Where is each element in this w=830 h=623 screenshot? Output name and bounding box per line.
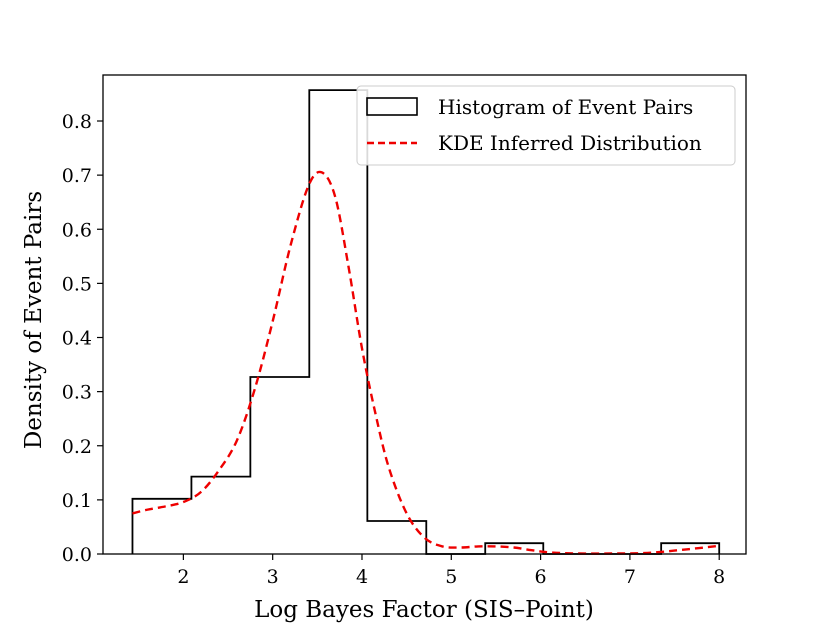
- legend-kde-label: KDE Inferred Distribution: [438, 131, 702, 155]
- plot-frame: [102, 74, 747, 555]
- y-tick-label: 0.6: [62, 219, 92, 241]
- y-tick-label: 0.5: [62, 273, 92, 295]
- kde-line: [132, 170, 720, 555]
- axis-ticks: 2 3 4 5 6 7 8 0.0 0.1 0.2 0.3 0.4 0.5 0.6 0.7 0.8: [62, 111, 725, 588]
- histogram-bar: [250, 377, 309, 554]
- legend-histogram-label: Histogram of Event Pairs: [438, 95, 693, 119]
- x-tick-label: 6: [535, 566, 547, 588]
- y-tick-label: 0.3: [62, 382, 92, 404]
- x-tick-label: 7: [624, 566, 636, 588]
- y-tick-label: 0.8: [62, 111, 92, 133]
- histogram-bar: [367, 521, 426, 554]
- y-tick-label: 0.7: [62, 165, 92, 187]
- y-tick-label: 0.2: [62, 436, 92, 458]
- x-tick-label: 8: [713, 566, 725, 588]
- legend: Histogram of Event Pairs KDE Inferred Di…: [356, 85, 736, 166]
- y-tick-label: 0.4: [62, 328, 92, 350]
- histogram-bar: [191, 477, 250, 554]
- histogram-bar: [661, 543, 719, 554]
- legend-histogram-swatch: [366, 97, 418, 116]
- x-axis-label: Log Bayes Factor (SIS–Point): [254, 597, 594, 623]
- x-tick-label: 5: [445, 566, 457, 588]
- legend-box: [356, 85, 736, 166]
- y-tick-label: 0.1: [62, 490, 92, 512]
- y-axis-label: Density of Event Pairs: [21, 191, 47, 449]
- x-tick-label: 4: [356, 566, 368, 588]
- y-tick-label: 0.0: [62, 544, 92, 566]
- x-tick-label: 2: [177, 566, 189, 588]
- x-tick-label: 3: [267, 566, 279, 588]
